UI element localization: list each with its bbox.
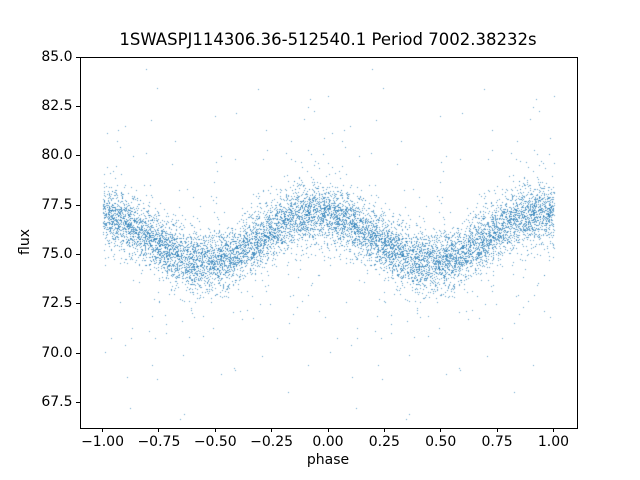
y-tick-label: 72.5: [41, 295, 73, 312]
y-tick-label: 70.0: [41, 344, 73, 361]
y-tick: [76, 352, 80, 354]
x-tick-label: 0.75: [481, 434, 513, 450]
y-tick-label: 85.0: [41, 48, 73, 65]
y-tick-label: 82.5: [41, 97, 73, 114]
y-tick: [76, 56, 80, 58]
x-tick: [496, 428, 498, 432]
y-tick: [76, 402, 80, 404]
y-tick: [76, 155, 80, 157]
y-tick: [76, 105, 80, 107]
x-tick: [158, 428, 160, 432]
y-tick-label: 67.5: [41, 394, 73, 411]
y-tick: [76, 253, 80, 255]
x-tick: [327, 428, 329, 432]
x-tick: [383, 428, 385, 432]
x-tick-label: −0.75: [137, 434, 181, 450]
plot-area: [80, 57, 578, 429]
x-tick: [102, 428, 104, 432]
x-tick: [440, 428, 442, 432]
y-tick-label: 77.5: [41, 196, 73, 213]
y-tick: [76, 303, 80, 305]
x-tick: [552, 428, 554, 432]
y-tick-label: 75.0: [41, 245, 73, 262]
x-tick: [271, 428, 273, 432]
y-tick-label: 80.0: [41, 147, 73, 164]
x-tick-label: 0.50: [425, 434, 457, 450]
x-tick-label: 1.00: [537, 434, 570, 450]
x-tick: [214, 428, 216, 432]
x-axis-label: phase: [306, 452, 350, 468]
x-tick-label: 0.25: [368, 434, 400, 450]
y-axis-label: flux: [17, 229, 33, 255]
x-tick-label: 0.00: [312, 434, 344, 450]
x-tick-label: −0.50: [193, 434, 237, 450]
scatter-points: [81, 58, 577, 428]
x-tick-label: −0.25: [250, 434, 294, 450]
x-tick-label: −1.00: [81, 434, 124, 450]
chart-title: 1SWASPJ114306.36-512540.1 Period 7002.38…: [119, 30, 537, 49]
y-tick: [76, 204, 80, 206]
